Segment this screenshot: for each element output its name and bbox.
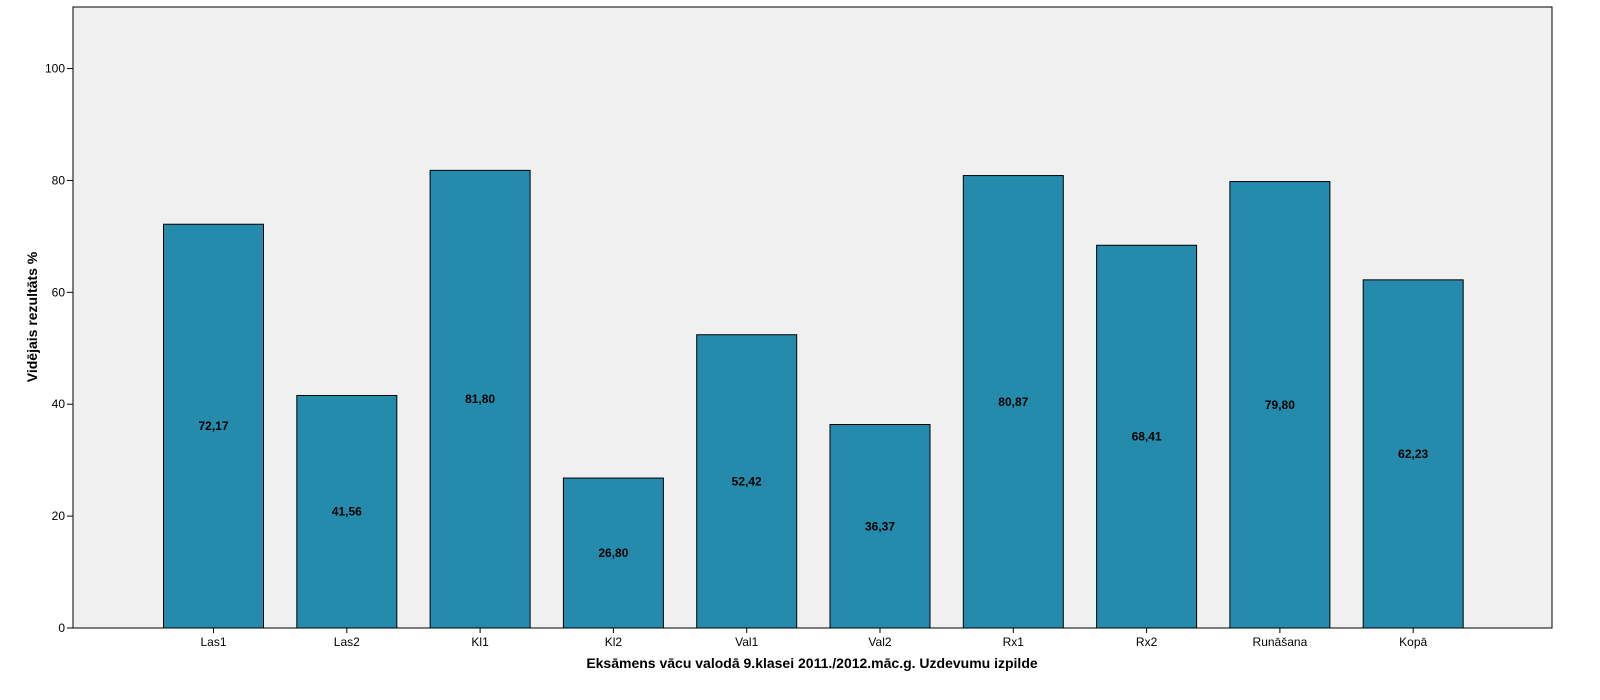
bar-las2 [296,394,398,629]
bar-value-label: 72,17 [198,419,228,433]
bar-value-label: 81,80 [465,392,495,406]
bar-kl1 [429,169,531,629]
x-tick-label: Runāšana [1253,635,1308,649]
y-tick-label: 0 [58,621,65,635]
y-tick-label: 60 [52,285,66,299]
x-tick-label: Rx1 [1003,635,1025,649]
bar-value-label: 79,80 [1265,398,1295,412]
x-tick-label: Kopā [1399,635,1427,649]
x-tick-label: Val2 [868,635,891,649]
x-axis: Las1 Las2 Kl1 Kl2 Val1 Val2 Rx1 Rx2 Runāšana Kopā [200,628,1428,649]
bar-kl2 [562,477,664,629]
bar-value-label: 52,42 [732,474,762,488]
y-tick-label: 80 [52,173,66,187]
x-tick-label: Las1 [200,635,226,649]
bar-value-label: 26,80 [598,546,628,560]
bar-val2 [829,424,931,629]
y-axis-title: Vidējais rezultāts % [24,251,40,382]
y-tick-label: 100 [45,62,65,76]
bar-value-label: 68,41 [1132,430,1162,444]
y-axis: 0 20 40 60 80 100 [45,62,73,635]
bar-value-label: 62,23 [1398,447,1428,461]
bar-val1 [696,334,798,629]
bar-value-label: 80,87 [998,395,1028,409]
bar-runāšana [1229,181,1331,629]
bar-las1 [163,223,264,629]
bar-rx2 [1096,244,1198,629]
y-tick-label: 20 [52,509,66,523]
bar-kopā [1362,279,1464,629]
x-axis-title: Eksāmens vācu valodā 9.klasei 2011./2012… [586,655,1038,671]
bar-value-label: 41,56 [332,505,362,519]
x-tick-label: Kl2 [605,635,623,649]
y-tick-label: 40 [52,397,66,411]
x-tick-label: Val1 [735,635,758,649]
x-tick-label: Las2 [334,635,360,649]
x-tick-label: Kl1 [471,635,489,649]
bars-group: 72,17 41,56 81,80 26,80 52,42 36,37 80,87 68,41… [163,169,1464,629]
bar-value-label: 36,37 [865,519,895,533]
x-tick-label: Rx2 [1136,635,1158,649]
